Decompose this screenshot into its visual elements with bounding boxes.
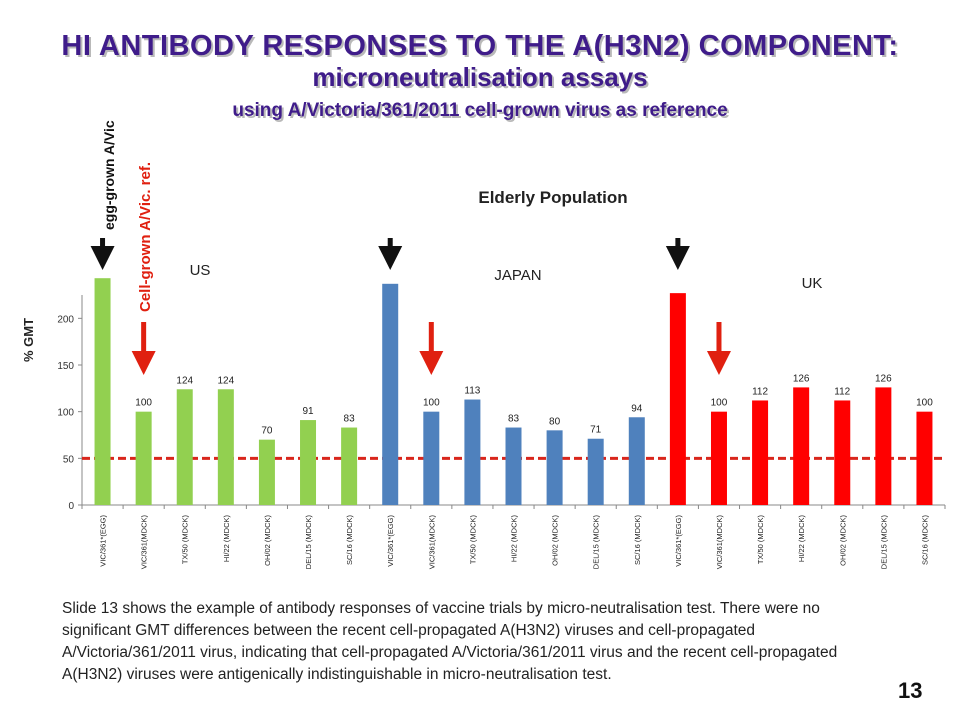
y-tick-label: 50 <box>63 454 75 465</box>
bar <box>916 411 933 505</box>
cell-arrow-shaft <box>141 322 147 351</box>
y-tick-label: 0 <box>68 501 74 512</box>
value-labels: 100 124 124 70 91 83 100 113 83 80 71 94 100 112 126 11… <box>135 373 933 436</box>
x-tick-label: TX/50 (MDCK) <box>468 514 477 564</box>
x-tick-label: SC/16 (MDCK) <box>920 515 929 566</box>
egg-arrow-shaft <box>675 238 681 246</box>
x-tick-label: VIC/361(MDCK) <box>427 515 436 570</box>
arrows <box>90 238 731 375</box>
bar-value-label: 94 <box>631 403 643 414</box>
bar-value-label: 80 <box>549 416 561 427</box>
cell-arrow-head <box>131 351 156 375</box>
egg-arrow-head <box>378 246 403 270</box>
x-tick-label: DEL/15 (MDCK) <box>592 515 601 570</box>
x-tick-label: OH/02 (MDCK) <box>838 515 847 566</box>
x-tick-label: OH/02 (MDCK) <box>551 515 560 566</box>
x-tick-label: VIC/361(MDCK) <box>715 515 724 570</box>
group-label: US <box>190 262 211 279</box>
cell-arrow-head <box>419 351 444 375</box>
bar <box>875 387 892 505</box>
bar <box>258 439 275 505</box>
bar-value-label: 91 <box>302 406 314 417</box>
bar <box>587 438 604 505</box>
y-tick-label: 100 <box>57 408 74 419</box>
bar <box>546 430 563 505</box>
bar <box>341 427 358 505</box>
chart: Elderly Population % GMT egg-grown A/Vic… <box>21 120 946 569</box>
bar-value-label: 70 <box>261 426 273 437</box>
y-axis-label: % GMT <box>21 318 36 362</box>
bar <box>217 389 234 505</box>
slide-number: 13 <box>898 678 923 703</box>
tick-labels: VIC/361*(EGG) VIC/361(MDCK) TX/50 (MDCK) HI… <box>99 514 930 569</box>
slide-caption: Slide 13 shows the example of antibody r… <box>62 600 838 683</box>
bar-value-label: 124 <box>176 375 193 386</box>
x-tick-label: VIC/361(MDCK) <box>140 515 149 570</box>
bar <box>793 387 810 505</box>
bars <box>94 278 933 505</box>
bar <box>752 400 769 505</box>
egg-arrow-head <box>90 246 115 270</box>
bar-value-label: 71 <box>590 425 602 436</box>
x-tick-label: VIC/361*(EGG) <box>99 515 108 567</box>
x-tick-label: TX/50 (MDCK) <box>756 514 765 564</box>
bar <box>135 411 152 505</box>
cell-arrow-shaft <box>716 322 722 351</box>
cell-arrow-head <box>706 351 731 375</box>
annotation-egg-label: egg-grown A/Vic <box>101 120 117 230</box>
bar <box>94 278 111 505</box>
slide-title-line3: using A/Victoria/361/2011 cell-grown vir… <box>232 100 728 121</box>
bar <box>505 427 522 505</box>
egg-arrow-head <box>665 246 690 270</box>
bar-value-label: 113 <box>464 386 480 397</box>
x-tick-label: OH/02 (MDCK) <box>263 515 272 566</box>
bar <box>834 400 851 505</box>
bar <box>423 411 440 505</box>
y-tick-label: 200 <box>57 314 74 325</box>
bar <box>382 283 399 505</box>
slide-title-line1: HI ANTIBODY RESPONSES TO THE A(H3N2) COM… <box>61 30 899 62</box>
bar <box>176 389 193 505</box>
bar <box>300 420 317 505</box>
cell-arrow-shaft <box>428 322 434 351</box>
x-tick-label: SC/16 (MDCK) <box>633 515 642 566</box>
bar-value-label: 100 <box>135 398 152 409</box>
y-tick-label: 150 <box>57 361 74 372</box>
x-tick-label: VIC/361*(EGG) <box>674 515 683 567</box>
bar-value-label: 100 <box>423 398 440 409</box>
bar <box>710 411 727 505</box>
x-tick-label: HI/22 (MDCK) <box>797 515 806 563</box>
group-label: JAPAN <box>494 267 541 284</box>
x-tick-label: VIC/361*(EGG) <box>386 515 395 567</box>
x-tick-label: HI/22 (MDCK) <box>510 515 519 563</box>
bar <box>464 399 481 505</box>
bar-value-label: 126 <box>793 373 810 384</box>
egg-arrow-shaft <box>100 238 106 246</box>
bar <box>669 293 686 505</box>
bar-value-label: 112 <box>834 386 850 397</box>
bar-value-label: 100 <box>711 398 728 409</box>
group-labels: US JAPAN UK <box>190 262 823 292</box>
bar-value-label: 126 <box>875 373 892 384</box>
bar-value-label: 124 <box>217 375 234 386</box>
x-tick-label: HI/22 (MDCK) <box>222 515 231 563</box>
annotation-cell-label: Cell-grown A/Vic. ref. <box>137 162 154 312</box>
bar-value-label: 112 <box>752 386 768 397</box>
bar-value-label: 83 <box>508 414 520 425</box>
bar-value-label: 100 <box>916 398 933 409</box>
x-tick-label: DEL/15 (MDCK) <box>304 515 313 570</box>
x-tick-label: DEL/15 (MDCK) <box>879 515 888 570</box>
x-tick-label: TX/50 (MDCK) <box>181 514 190 564</box>
bar <box>628 417 645 505</box>
chart-title: Elderly Population <box>478 188 627 207</box>
slide-title-line2: microneutralisation assays <box>312 62 648 92</box>
group-label: UK <box>802 275 823 292</box>
x-tick-label: SC/16 (MDCK) <box>345 515 354 566</box>
egg-arrow-shaft <box>387 238 393 246</box>
bar-value-label: 83 <box>344 414 356 425</box>
